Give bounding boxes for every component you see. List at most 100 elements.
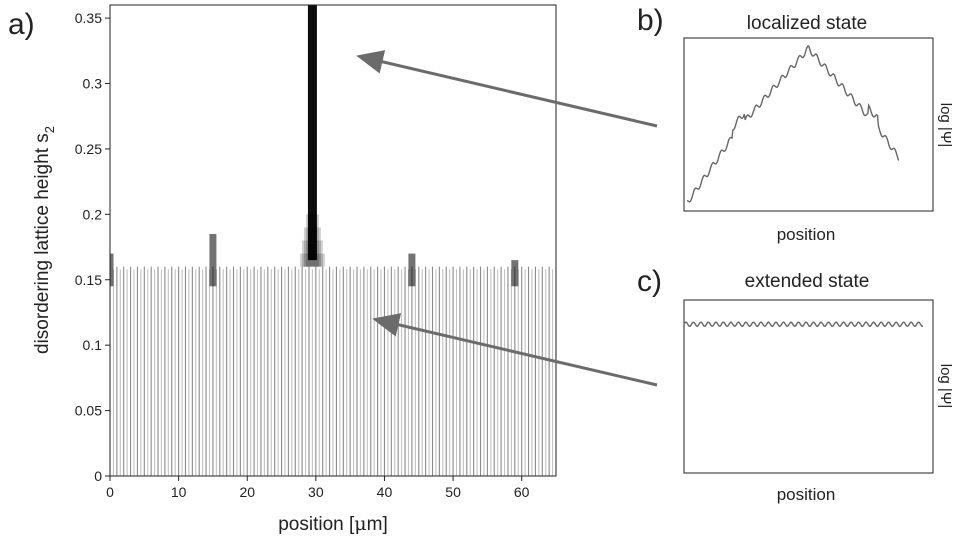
panel-b-frame: [683, 37, 934, 212]
lattice-band: [171, 266, 173, 476]
lattice-band: [459, 266, 461, 476]
lattice-band: [510, 269, 512, 476]
lattice-band: [291, 269, 293, 476]
panel-c-xlabel: position: [777, 485, 836, 504]
lattice-band: [160, 269, 163, 476]
lattice-band: [473, 266, 475, 476]
lattice-band: [479, 266, 482, 476]
lattice-band: [356, 266, 358, 476]
lattice-band: [263, 269, 265, 476]
y-tick-label: 0.25: [75, 141, 102, 157]
y-tick-label: 0.2: [83, 206, 103, 222]
arrow-localized-to-peak: [356, 50, 658, 128]
lattice-band: [387, 269, 389, 476]
lattice-band: [178, 266, 180, 476]
panel-b-title: localized state: [747, 13, 867, 34]
lattice-band: [418, 266, 420, 476]
x-tick-label: 0: [106, 484, 114, 500]
lattice-band: [414, 269, 416, 476]
lattice-band: [202, 269, 204, 476]
lattice-band: [136, 266, 138, 476]
lattice-band: [270, 269, 272, 476]
lattice-band: [212, 266, 214, 476]
lattice-band: [116, 266, 118, 476]
lattice-band: [260, 266, 262, 476]
y-tick-label: 0.15: [75, 272, 102, 288]
lattice-band: [195, 269, 197, 476]
lattice-band: [383, 266, 386, 476]
x-tick-label: 10: [171, 484, 187, 500]
lattice-band: [363, 266, 365, 476]
heatmap-area: [110, 5, 556, 476]
lattice-band: [339, 269, 341, 476]
lattice-band: [198, 266, 200, 476]
lattice-band: [545, 269, 547, 476]
lattice-band: [524, 269, 526, 476]
lattice-band: [277, 269, 279, 476]
lattice-band: [528, 266, 530, 476]
panel-c-ylabel: log |Ψ|: [937, 364, 954, 409]
lattice-band: [370, 266, 372, 476]
panel-a-x-axis: 0 10 20 30 40 50 60: [106, 476, 530, 500]
lattice-band: [301, 266, 303, 476]
x-tick-label: 20: [239, 484, 255, 500]
lattice-band: [335, 266, 337, 476]
lattice-band: [181, 269, 183, 476]
lattice-band: [373, 269, 375, 476]
panel-c-frame: [683, 299, 934, 474]
lattice-band: [315, 266, 317, 476]
lattice-band: [497, 269, 499, 476]
lattice-band: [397, 266, 399, 476]
lattice-band: [342, 266, 344, 476]
lattice-band: [322, 266, 324, 476]
lattice-band: [239, 266, 241, 476]
lattice-band: [250, 269, 252, 476]
lattice-band: [486, 266, 488, 476]
lattice-band: [274, 266, 276, 476]
localized-site: [307, 5, 317, 261]
lattice-band: [346, 269, 348, 476]
y-tick-label: 0.3: [83, 76, 103, 92]
lattice-band: [359, 269, 361, 476]
lattice-band: [174, 269, 176, 476]
lattice-band: [294, 266, 296, 476]
lattice-band: [222, 269, 224, 476]
lattice-band: [157, 266, 159, 476]
lattice-band: [205, 266, 207, 476]
lattice-band: [256, 269, 259, 476]
lattice-band: [308, 266, 310, 476]
lattice-band: [353, 269, 355, 476]
lattice-band: [411, 266, 413, 476]
lattice-band: [500, 266, 502, 476]
lattice-band: [476, 269, 478, 476]
lattice-band: [390, 266, 392, 476]
lattice-band: [493, 266, 495, 476]
lattice-band: [188, 269, 190, 476]
lattice-band: [280, 266, 283, 476]
lattice-band: [438, 266, 440, 476]
panel-c-title: extended state: [745, 271, 870, 292]
dark-site: [110, 253, 114, 287]
localized-site-halo: [305, 214, 319, 267]
lattice-band: [325, 269, 327, 476]
localized-site-halo: [303, 227, 321, 267]
dark-site: [209, 233, 217, 287]
lattice-band: [305, 269, 307, 476]
lattice-band: [469, 269, 471, 476]
lattice-band: [431, 266, 434, 476]
lattice-band: [380, 269, 382, 476]
lattice-band: [503, 269, 506, 476]
lattice-band: [332, 269, 334, 476]
lattice-band: [548, 266, 550, 476]
panel-a-y-axis: 0 0.05 0.1 0.15 0.2 0.25 0.3 0.35: [75, 10, 110, 484]
lattice-band: [150, 266, 152, 476]
lattice-band: [490, 269, 492, 476]
lattice-band: [428, 269, 430, 476]
y-tick-label: 0.05: [75, 403, 102, 419]
lattice-band: [298, 269, 300, 476]
lattice-band: [552, 269, 554, 476]
lattice-band: [531, 269, 533, 476]
dark-site: [408, 253, 416, 287]
panel-b-ylabel: log |Ψ|: [937, 103, 954, 148]
